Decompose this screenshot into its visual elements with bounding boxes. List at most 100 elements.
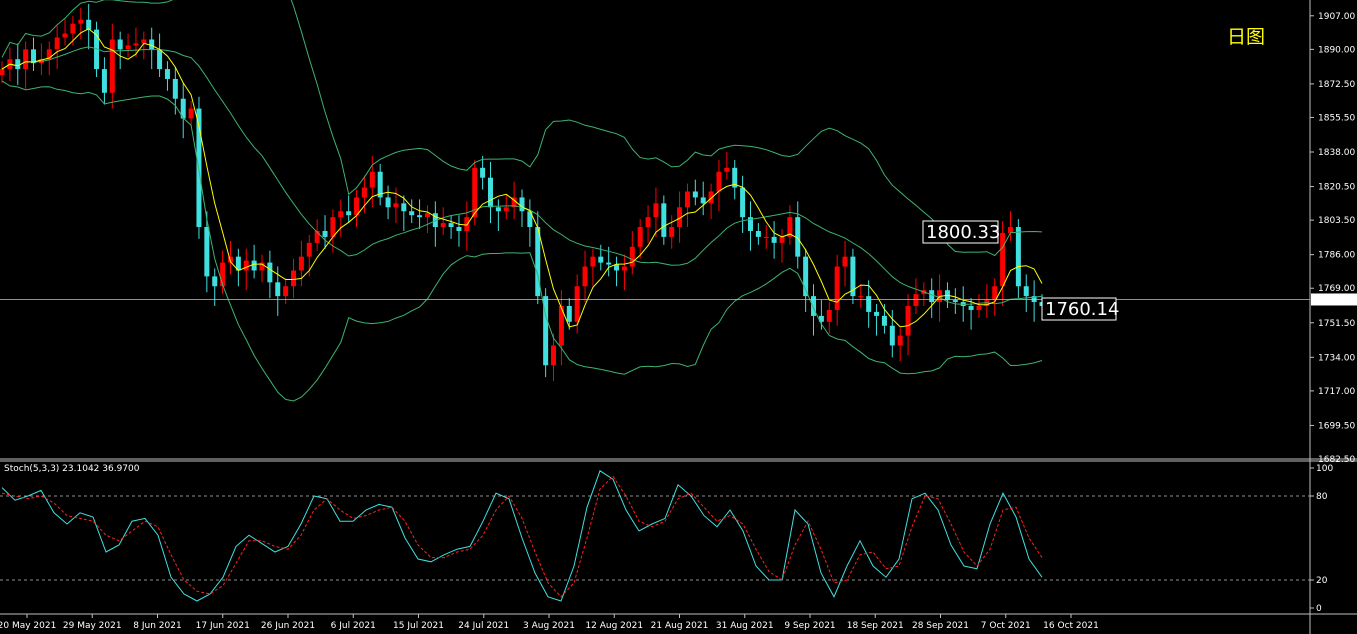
candle-body (54, 37, 60, 50)
candle-body (417, 215, 423, 218)
candle-body (354, 197, 360, 216)
candle-body (669, 227, 675, 237)
high-price-annotation-box (922, 220, 999, 244)
candle-body (46, 49, 52, 60)
candle-body (527, 211, 533, 228)
candle-body (779, 236, 785, 243)
candle-body (361, 187, 367, 198)
candle-body (70, 23, 76, 34)
candle-body (141, 39, 147, 44)
candle-body (929, 290, 935, 303)
candle-body (582, 266, 588, 287)
price-tick-label: 1769.00 (1318, 284, 1355, 294)
date-tick-label: 29 May 2021 (63, 621, 122, 631)
candle-body (78, 19, 84, 24)
candle-body (1000, 232, 1006, 287)
candle-body (432, 213, 438, 228)
candle-body (803, 256, 809, 297)
candle-body (322, 230, 328, 237)
date-tick-label: 16 Oct 2021 (1043, 621, 1099, 631)
candle-body (677, 207, 683, 228)
candle-body (535, 227, 541, 297)
date-tick-label: 31 Aug 2021 (716, 621, 774, 631)
price-tick-label: 1682.50 (1318, 455, 1355, 465)
candle-body (180, 98, 186, 119)
candle-body (818, 315, 824, 322)
candle-body (811, 296, 817, 316)
candle-body (62, 33, 68, 38)
price-tick-label: 1820.50 (1318, 183, 1355, 193)
candle-body (558, 306, 564, 346)
price-tick-label: 1751.50 (1318, 319, 1355, 329)
candle-body (377, 171, 383, 198)
candle-body (700, 197, 706, 204)
timeframe-label: 日图 (1227, 26, 1266, 48)
stoch-tick-label: 20 (1316, 576, 1328, 586)
candle-body (409, 211, 415, 216)
candle-body (298, 256, 304, 271)
candle-body (291, 270, 297, 287)
candle-body (913, 294, 919, 306)
candle-body (614, 264, 620, 271)
stoch-signal-line (1, 475, 1043, 598)
candle-body (480, 167, 486, 178)
candle-body (629, 246, 635, 267)
bollinger-middle-band (1, 46, 1043, 305)
date-tick-label: 28 Sep 2021 (912, 621, 969, 631)
candle-body (235, 256, 241, 271)
candle-body (306, 242, 312, 257)
candle-body (976, 306, 982, 310)
candle-body (149, 39, 155, 50)
candle-body (732, 167, 738, 188)
candle-body (551, 345, 557, 366)
stoch-tick-label: 0 (1316, 604, 1322, 614)
candle-body (157, 49, 163, 70)
stoch-tick-label: 100 (1316, 464, 1333, 474)
candle-body (164, 69, 170, 79)
date-tick-label: 6 Jul 2021 (331, 621, 376, 631)
date-tick-label: 7 Oct 2021 (981, 621, 1031, 631)
candle-body (543, 296, 549, 366)
candle-body (850, 256, 856, 297)
candle-body (212, 276, 218, 287)
candle-body (621, 266, 627, 271)
candle-body (740, 187, 746, 218)
date-tick-label: 12 Aug 2021 (585, 621, 643, 631)
candle-body (15, 59, 21, 70)
candle-body (188, 108, 194, 119)
date-tick-label: 20 May 2021 (0, 621, 56, 631)
last-price-annotation-box (1041, 297, 1117, 321)
candle-body (1023, 286, 1029, 297)
candle-body (472, 167, 478, 218)
price-tick-label: 1855.50 (1318, 113, 1355, 123)
candle-body (401, 203, 407, 212)
candle-body (220, 262, 226, 287)
price-tick-label: 1734.00 (1318, 353, 1355, 363)
candle-body (330, 217, 336, 237)
candle-body (125, 45, 131, 50)
candle-body (897, 335, 903, 346)
candle-body (771, 236, 777, 243)
bollinger-lower-band (1, 80, 1043, 402)
current-price-tag-bg (1311, 293, 1357, 306)
date-tick-label: 26 Jun 2021 (261, 621, 315, 631)
stoch-main-line (1, 470, 1043, 602)
date-tick-label: 3 Aug 2021 (523, 621, 575, 631)
date-tick-label: 8 Jun 2021 (133, 621, 181, 631)
bollinger-upper-band (1, 0, 1043, 257)
candle-body (826, 309, 832, 322)
candle-body (598, 256, 604, 263)
candle-body (86, 19, 92, 30)
candle-body (346, 211, 352, 216)
candle-body (889, 325, 895, 346)
candle-body (338, 211, 344, 218)
candle-body (101, 69, 107, 93)
candle-body (275, 282, 281, 297)
candle-body (31, 49, 37, 64)
date-tick-label: 21 Aug 2021 (651, 621, 709, 631)
candle-body (0, 69, 5, 76)
candle-body (637, 227, 643, 247)
candle-body (992, 286, 998, 301)
price-tick-label: 1803.50 (1318, 216, 1355, 226)
candle-body (1007, 227, 1013, 233)
